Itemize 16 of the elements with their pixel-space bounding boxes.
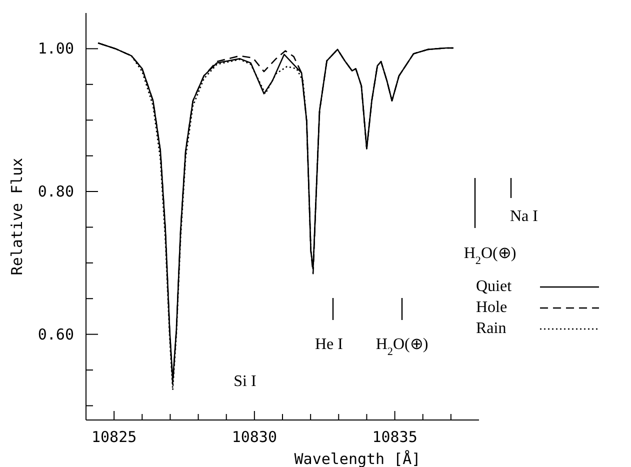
- legend-label: Quiet: [476, 278, 513, 296]
- y-tick-label: 0.60: [38, 325, 74, 344]
- y-axis-title: Relative Flux: [8, 158, 26, 276]
- y-tick-label: 0.80: [38, 182, 74, 201]
- x-tick-label: 10830: [232, 428, 278, 446]
- annotation: H$_{2}$O(⊕): [464, 245, 516, 267]
- annotation: Si I: [234, 373, 256, 390]
- annotation: H$_{2}$O(⊕): [376, 336, 428, 358]
- x-tick-label: 10835: [372, 428, 418, 446]
- y-tick-label: 1.00: [38, 40, 74, 58]
- x-axis-title: Wavelength [Å]: [294, 450, 421, 467]
- text: Na I: [510, 208, 538, 225]
- annotation: He I: [315, 336, 343, 353]
- legend-label: Hole: [476, 298, 508, 316]
- legend-label: Rain: [476, 320, 508, 338]
- x-tick-label: 10825: [91, 428, 137, 446]
